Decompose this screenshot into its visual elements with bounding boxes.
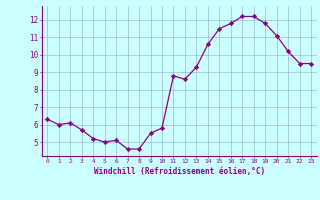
X-axis label: Windchill (Refroidissement éolien,°C): Windchill (Refroidissement éolien,°C) — [94, 167, 265, 176]
